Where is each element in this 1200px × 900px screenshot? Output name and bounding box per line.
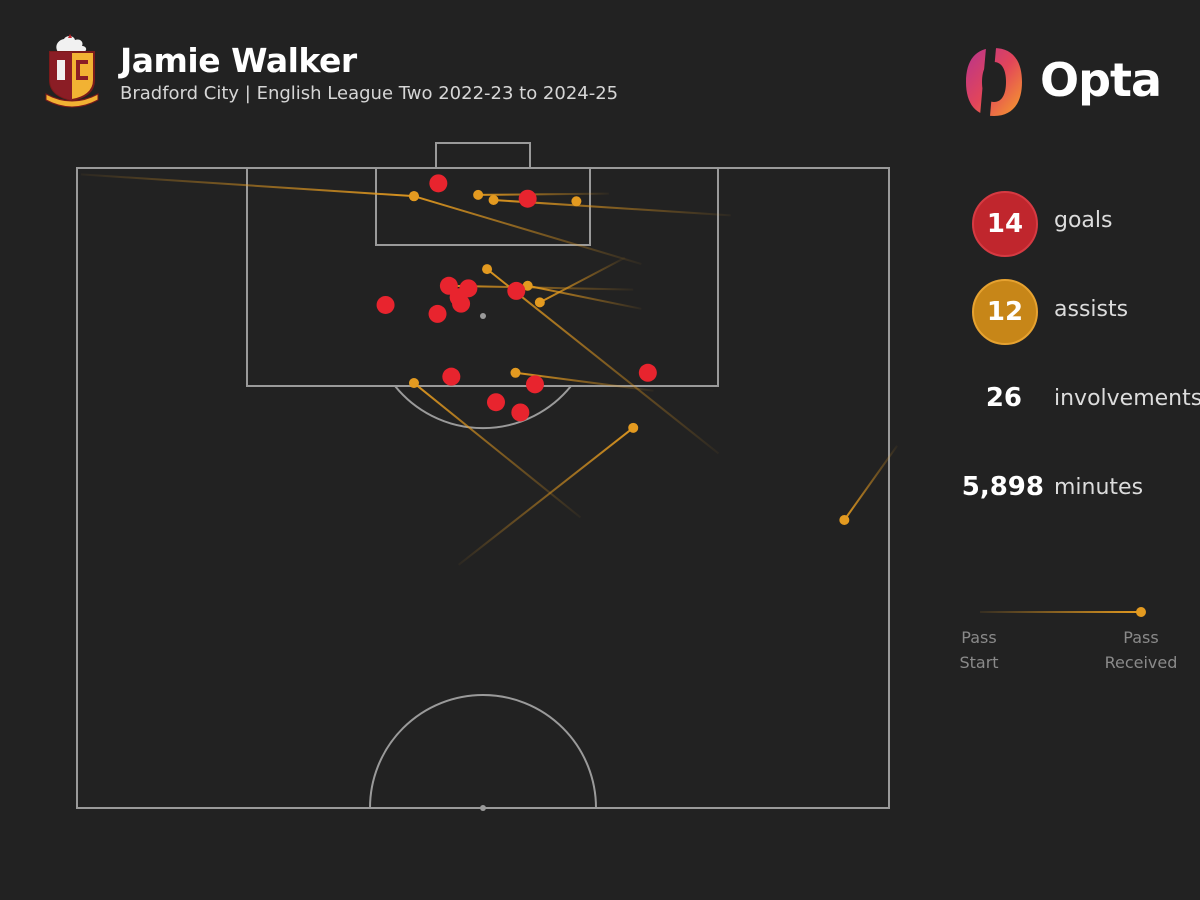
goals-label: goals: [1054, 208, 1113, 233]
legend-pass-received-dot: [1136, 607, 1146, 617]
legend-pass-start: Pass Start: [939, 625, 1019, 675]
assist-pass-line: [80, 173, 415, 198]
involvements-value: 26: [985, 383, 1022, 413]
assist-pass-line: [539, 256, 626, 304]
assists-label: assists: [1054, 297, 1129, 322]
minutes-value: 5,898: [961, 472, 1044, 502]
legend-pass-start-line2: Start: [959, 653, 999, 672]
player-name: Jamie Walker: [120, 41, 357, 80]
assist-pass-received-dot: [482, 264, 493, 275]
opta-logo-icon: [966, 48, 1022, 116]
assist-pass-line: [458, 427, 634, 566]
legend-pass-received: Pass Received: [1096, 625, 1186, 675]
goal-marker: [507, 281, 526, 300]
minutes-label: minutes: [1054, 475, 1144, 500]
assist-passes: [80, 173, 898, 566]
assist-pass-received-dot: [534, 297, 545, 308]
centre-circle-arc: [369, 694, 597, 809]
centre-spot: [480, 805, 486, 811]
assist-pass-line: [478, 192, 609, 196]
goal-marker: [525, 375, 544, 394]
goal-marker: [442, 367, 461, 386]
goal: [435, 142, 531, 169]
legend-pass-received-line2: Received: [1104, 653, 1178, 672]
goal-marker: [428, 304, 447, 323]
assist-pass-received-dot: [510, 367, 521, 378]
penalty-area: [246, 167, 719, 387]
assist-pass-line: [413, 382, 582, 519]
goal-marker: [511, 403, 530, 422]
involvements-label: involvements: [1054, 386, 1200, 411]
club-crest-icon: [45, 34, 99, 108]
assist-pass-received-dot: [488, 195, 499, 205]
assist-pass-line: [843, 445, 898, 521]
assist-pass-received-dot: [408, 191, 419, 202]
six-yard-box: [375, 167, 591, 246]
pitch-markings: [76, 142, 890, 809]
assist-pass-received-dot: [408, 378, 419, 389]
assist-pass-line: [515, 371, 654, 392]
goal-marker: [376, 295, 395, 314]
goal-marker: [429, 174, 448, 193]
assist-pass-received-dot: [571, 196, 582, 207]
assist-pass-received-dot: [522, 280, 533, 291]
assist-pass-line: [486, 268, 720, 455]
penalty-spot: [480, 313, 486, 319]
legend-pass-start-line1: Pass: [961, 628, 997, 647]
goal-marker: [518, 189, 537, 208]
chart-subtitle: Bradford City | English League Two 2022-…: [120, 83, 619, 104]
pitch-outline: [76, 167, 890, 809]
goal-marker: [452, 294, 471, 313]
assist-pass-line: [413, 195, 642, 265]
assist-pass-line: [527, 284, 642, 310]
assist-pass-received-dot: [628, 422, 639, 433]
goal-marker: [638, 363, 657, 382]
goal-marker: [486, 393, 505, 412]
brand-name: Opta: [1040, 53, 1162, 107]
assist-pass-received-dot: [839, 515, 850, 525]
legend-pass-received-line1: Pass: [1123, 628, 1159, 647]
assist-pass-received-dot: [473, 189, 484, 200]
assists-badge: 12: [972, 279, 1038, 345]
goals-badge: 14: [972, 191, 1038, 257]
goal-markers: [376, 174, 657, 422]
legend-pass-line: [980, 607, 1146, 617]
penalty-arc: [394, 385, 572, 430]
